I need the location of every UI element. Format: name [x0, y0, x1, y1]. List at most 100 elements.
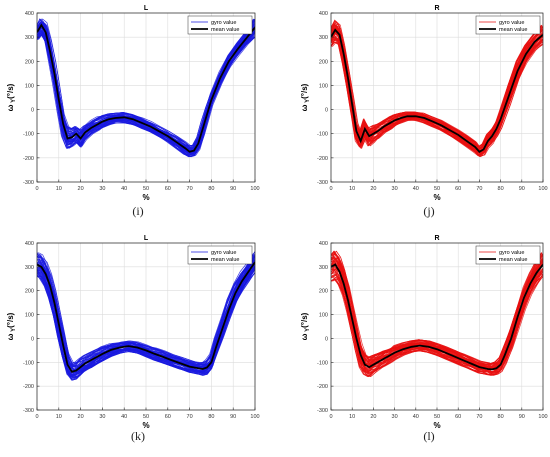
x-tick-label: 70 — [187, 186, 193, 192]
x-tick-label: 70 — [476, 414, 482, 420]
x-tick-label: 10 — [56, 186, 62, 192]
y-tick-label: -100 — [317, 132, 328, 138]
x-tick-label: 80 — [208, 414, 214, 420]
gyro-trace — [332, 261, 543, 369]
x-tick-label: 30 — [392, 414, 398, 420]
chart-panel-l: 0 10 20 30 40 50 60 70 80 90 100 -300 -200 -100 0 100 20… — [300, 235, 548, 443]
legend-label-mean: mean value — [211, 27, 239, 33]
y-tick-label: 300 — [319, 265, 328, 271]
x-tick-label: 20 — [370, 186, 376, 192]
y-tick-label: 100 — [319, 83, 328, 89]
x-tick-label: 100 — [250, 186, 259, 192]
x-tick-label: 10 — [56, 414, 62, 420]
legend-label-mean: mean value — [499, 27, 527, 33]
y-tick-label: 0 — [325, 108, 328, 114]
mean-value-line — [37, 261, 255, 373]
chart-panel-j: 0 10 20 30 40 50 60 70 80 90 100 -300 -200 -100 0 100 20… — [300, 5, 548, 218]
panel-caption: (k) — [131, 429, 145, 443]
x-tick-label: 30 — [392, 186, 398, 192]
y-tick-label: 300 — [319, 35, 328, 41]
panel-caption: (l) — [423, 429, 434, 443]
x-tick-label: 20 — [78, 414, 84, 420]
x-tick-label: 40 — [413, 414, 419, 420]
x-tick-label: 50 — [434, 414, 440, 420]
y-tick-label: -100 — [317, 360, 328, 366]
y-axis-label: ω Y(°/s) — [300, 83, 311, 111]
y-tick-label: 400 — [319, 11, 328, 17]
x-tick-label: 50 — [143, 186, 149, 192]
y-tick-label: 200 — [319, 59, 328, 65]
x-tick-label: 60 — [165, 414, 171, 420]
x-tick-label: 70 — [476, 186, 482, 192]
y-tick-label: 0 — [325, 336, 328, 342]
x-tick-label: 80 — [498, 414, 504, 420]
panel-caption: (i) — [132, 204, 143, 218]
x-tick-label: 0 — [329, 414, 332, 420]
y-tick-label: 300 — [25, 35, 34, 41]
y-tick-label: 100 — [25, 313, 34, 319]
x-tick-label: 60 — [455, 414, 461, 420]
gyro-traces — [37, 18, 255, 158]
x-tick-label: 40 — [121, 186, 127, 192]
gyro-traces — [331, 250, 543, 378]
legend-label-gyro: gyro value — [211, 20, 236, 26]
x-axis-label: % — [433, 193, 440, 202]
x-tick-label: 100 — [250, 414, 259, 420]
y-tick-label: 0 — [31, 336, 34, 342]
y-tick-label: -300 — [317, 180, 328, 186]
y-tick-label: -200 — [317, 156, 328, 162]
gyro-trace — [331, 250, 543, 366]
mean-value-line — [37, 23, 255, 153]
legend-label-mean: mean value — [499, 257, 527, 263]
x-tick-label: 20 — [78, 186, 84, 192]
x-tick-label: 30 — [99, 414, 105, 420]
x-tick-label: 50 — [143, 414, 149, 420]
gyro-trace — [331, 38, 542, 153]
x-tick-label: 10 — [349, 186, 355, 192]
chart-panel-k: 0 10 20 30 40 50 60 70 80 90 100 -300 -200 -100 0 100 20… — [6, 235, 260, 443]
x-tick-label: 10 — [349, 414, 355, 420]
panel-caption: (j) — [423, 204, 434, 218]
y-axis-label: ω Y(°/s) — [6, 312, 17, 340]
chart-panel-i: 0 10 20 30 40 50 60 70 80 90 100 -300 -200 -100 0 100 20… — [6, 5, 260, 218]
x-tick-label: 0 — [35, 414, 38, 420]
y-tick-label: 0 — [31, 108, 34, 114]
x-axis-label: % — [142, 421, 149, 430]
y-tick-label: 100 — [25, 83, 34, 89]
legend-label-gyro: gyro value — [211, 250, 236, 256]
x-tick-label: 80 — [208, 186, 214, 192]
x-tick-label: 60 — [455, 186, 461, 192]
y-tick-label: -300 — [317, 408, 328, 414]
x-tick-label: 90 — [519, 414, 525, 420]
y-tick-label: 200 — [25, 59, 34, 65]
y-tick-label: 400 — [319, 241, 328, 247]
x-axis-label: % — [142, 193, 149, 202]
legend-label-gyro: gyro value — [499, 250, 524, 256]
mean-value-line — [331, 28, 543, 153]
y-tick-label: -200 — [23, 384, 34, 390]
y-tick-label: 100 — [319, 313, 328, 319]
x-tick-label: 100 — [538, 186, 547, 192]
y-tick-label: 300 — [25, 265, 34, 271]
x-tick-label: 30 — [99, 186, 105, 192]
y-tick-label: -100 — [23, 360, 34, 366]
y-tick-label: -300 — [23, 180, 34, 186]
x-tick-label: 90 — [519, 186, 525, 192]
panel-title: R — [434, 5, 439, 12]
x-tick-label: 40 — [413, 186, 419, 192]
legend-label-mean: mean value — [211, 257, 239, 263]
legend-label-gyro: gyro value — [499, 20, 524, 26]
y-tick-label: -300 — [23, 408, 34, 414]
y-tick-label: 400 — [25, 11, 34, 17]
x-tick-label: 50 — [434, 186, 440, 192]
y-tick-label: 400 — [25, 241, 34, 247]
x-axis-label: % — [433, 421, 440, 430]
panel-title: L — [144, 5, 149, 12]
x-tick-label: 0 — [329, 186, 332, 192]
x-tick-label: 20 — [370, 414, 376, 420]
